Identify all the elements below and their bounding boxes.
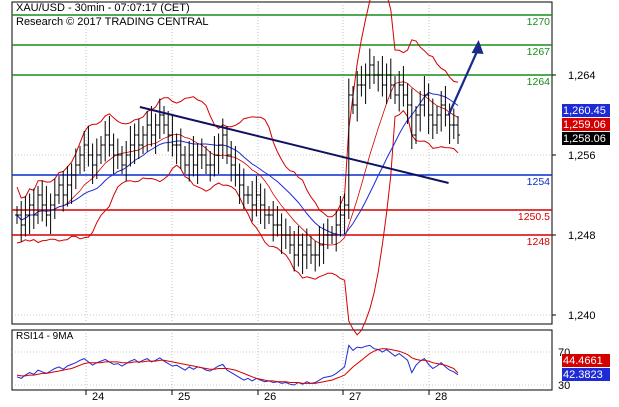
x-tick-label: 24 xyxy=(92,391,104,403)
y-tick-label: 1,248 xyxy=(568,230,596,242)
price-badge-box xyxy=(562,132,610,145)
level-label: 1254 xyxy=(527,176,551,188)
rsi-badge-label: 42.3823 xyxy=(563,369,603,381)
chart-title-symbol: XAU/USD - 30min - 07:07:17 (CET) xyxy=(16,2,190,14)
level-label: 1270 xyxy=(527,16,551,28)
bollinger-upper-band xyxy=(16,0,459,218)
y-tick-label: 1,240 xyxy=(568,310,596,322)
x-tick-label: 28 xyxy=(435,391,447,403)
chart-copyright: Research © 2017 TRADING CENTRAL xyxy=(16,16,209,28)
projection-arrow-head xyxy=(471,40,484,54)
bollinger-lower-band xyxy=(16,109,459,336)
rsi-badge-label: 44.4661 xyxy=(563,355,603,367)
y-tick-label: 1,264 xyxy=(568,70,596,82)
rsi-badge-box xyxy=(562,368,610,381)
x-tick-label: 25 xyxy=(178,391,190,403)
price-badge-box xyxy=(562,104,610,117)
price-badge-label: 1,260.45 xyxy=(563,105,606,117)
y-tick-label: 1,256 xyxy=(568,150,596,162)
rsi-badge-box xyxy=(562,354,610,367)
price-badge-box xyxy=(562,118,610,131)
rsi-y-tick-label: 30 xyxy=(558,380,570,392)
rsi-series-rsi14 xyxy=(16,344,459,386)
x-tick-label: 27 xyxy=(349,391,361,403)
projection-arrow-shaft xyxy=(447,47,480,116)
level-label: 1264 xyxy=(527,76,551,88)
trendline xyxy=(139,106,449,184)
price-panel-frame xyxy=(11,1,553,325)
rsi-series-9ma xyxy=(16,348,459,384)
level-label: 1250.5 xyxy=(518,211,550,223)
price-badge-label: 1,258.06 xyxy=(563,133,606,145)
level-label: 1248 xyxy=(527,236,551,248)
level-label: 1267 xyxy=(527,46,551,58)
bollinger-mid-band xyxy=(16,81,459,246)
x-tick-label: 26 xyxy=(264,391,276,403)
moving-average-line xyxy=(16,91,459,236)
rsi-panel-frame xyxy=(11,329,553,391)
rsi-title: RSI14 - 9MA xyxy=(16,331,74,342)
price-badge-label: 1,259.06 xyxy=(563,119,606,131)
